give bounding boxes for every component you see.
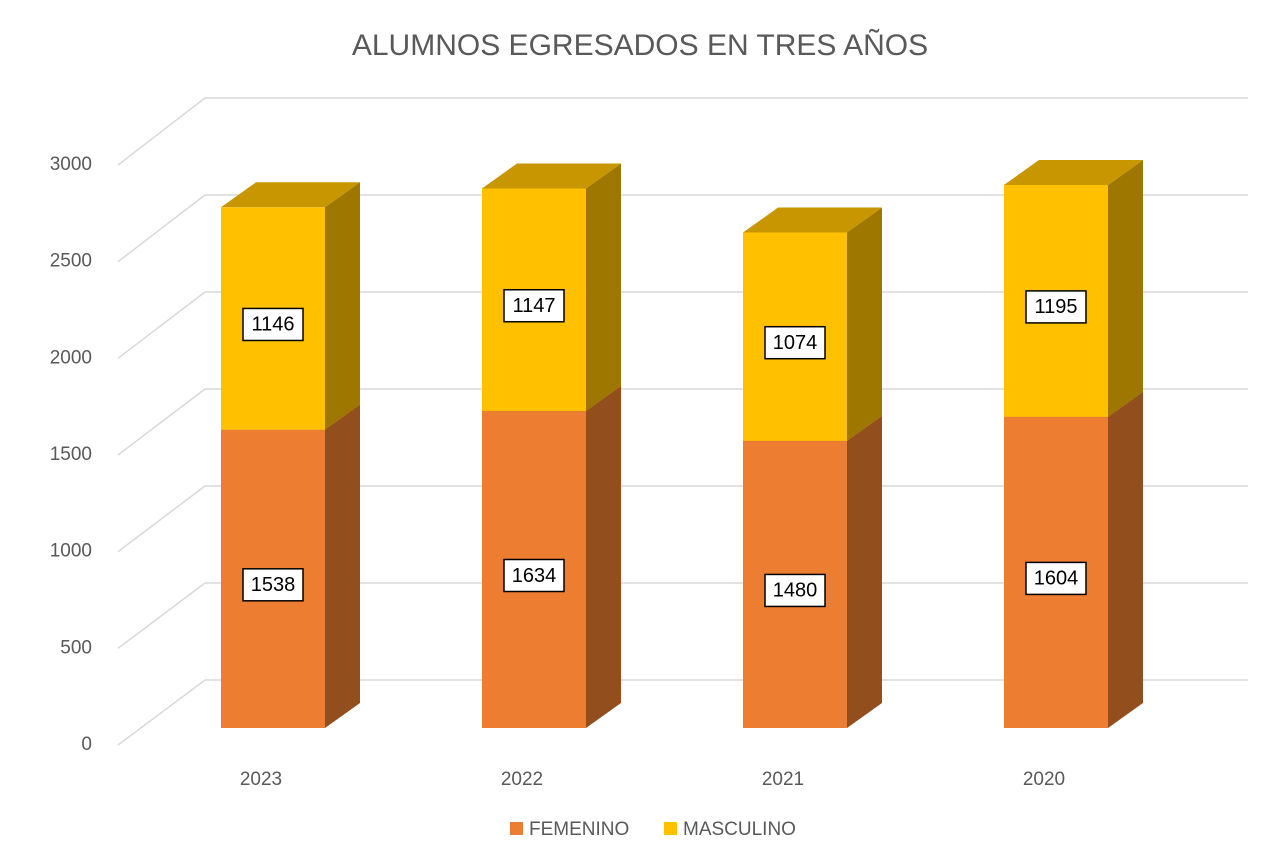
- bar-side: [325, 182, 360, 430]
- grid-line-diagonal: [117, 291, 206, 359]
- grid-line-diagonal: [117, 679, 206, 746]
- value-label-box: [503, 558, 565, 593]
- grid-line-diagonal: [117, 194, 206, 263]
- value-label-box: [242, 307, 304, 342]
- chart-title: ALUMNOS EGRESADOS EN TRES AÑOS: [352, 28, 928, 62]
- value-label: 1195: [1034, 296, 1077, 318]
- bar-top: [1004, 159, 1143, 185]
- value-label: 1480: [773, 580, 818, 602]
- bar-top: [482, 163, 621, 189]
- y-tick-label: 2500: [50, 251, 92, 272]
- bar-side: [1108, 391, 1143, 728]
- bar-side: [325, 404, 360, 728]
- bar-side: [1108, 159, 1143, 417]
- value-label: 1146: [251, 314, 294, 336]
- legend-swatch: [664, 822, 677, 835]
- value-label: 1538: [251, 574, 296, 596]
- legend-label: MASCULINO: [683, 819, 796, 840]
- y-tick-label: 1500: [50, 444, 92, 465]
- x-tick-label: 2020: [1023, 769, 1065, 790]
- grid-line-diagonal: [117, 582, 206, 649]
- value-label-box: [1025, 290, 1087, 324]
- value-label-box: [242, 568, 304, 602]
- x-tick-label: 2023: [240, 769, 282, 790]
- grid-line-diagonal: [117, 388, 206, 456]
- y-tick-label: 2000: [50, 347, 92, 368]
- grid-line-diagonal: [117, 485, 206, 553]
- x-tick-label: 2021: [762, 769, 804, 790]
- bar-top: [743, 207, 882, 233]
- bar-side: [586, 386, 621, 728]
- value-label-box: [764, 325, 826, 360]
- bar-side: [586, 163, 621, 412]
- y-tick-label: 0: [81, 734, 92, 755]
- y-tick-label: 3000: [50, 154, 92, 175]
- grid-line-diagonal: [117, 97, 206, 166]
- x-tick-label: 2022: [501, 769, 543, 790]
- bar-side: [847, 415, 882, 728]
- y-tick-label: 500: [60, 637, 92, 658]
- value-label-box: [1025, 561, 1087, 596]
- bar-top: [221, 182, 360, 208]
- value-label-box: [503, 288, 565, 323]
- legend-swatch: [510, 822, 523, 835]
- value-label: 1634: [512, 565, 557, 587]
- legend-label: FEMENINO: [529, 819, 629, 840]
- value-label: 1147: [512, 295, 555, 317]
- value-label: 1074: [773, 332, 818, 354]
- y-tick-label: 1000: [50, 541, 92, 562]
- bar-side: [847, 207, 882, 441]
- value-label-box: [764, 573, 826, 608]
- value-label: 1604: [1034, 568, 1079, 590]
